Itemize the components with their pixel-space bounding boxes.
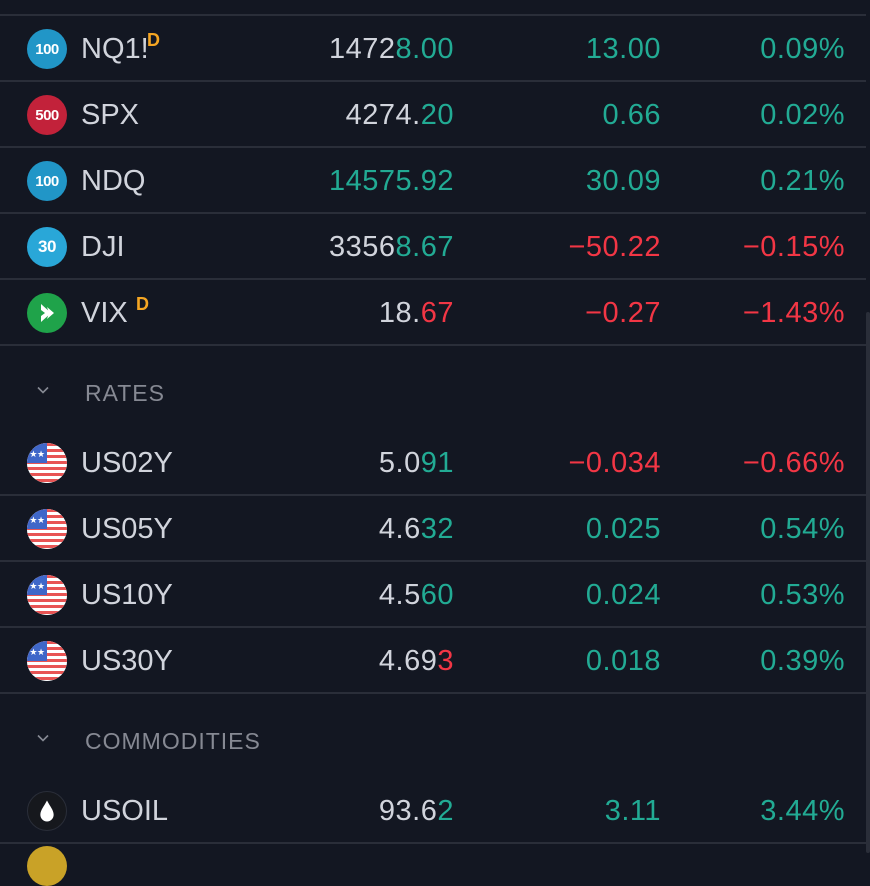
last-price-changed-digits: 3 xyxy=(437,645,454,677)
last-price: 5.091 xyxy=(379,446,454,480)
last-price-static: 3356 xyxy=(329,231,396,263)
price-change-percent: −1.43% xyxy=(742,297,845,329)
last-price-static: 93.6 xyxy=(378,795,438,827)
price-change: 30.09 xyxy=(585,165,661,197)
last-price-changed-digits: 60 xyxy=(420,579,454,611)
badge-30-icon: 30 xyxy=(27,227,67,267)
price-change: −50.22 xyxy=(568,231,661,263)
watchlist-row[interactable]: USOIL 93.62 3.11 3.44% xyxy=(0,778,866,844)
last-price-static: 4274. xyxy=(345,99,421,131)
chevron-down-icon[interactable] xyxy=(37,384,49,396)
symbol-name[interactable]: US30Y xyxy=(81,645,173,677)
delayed-tag: D xyxy=(147,30,160,50)
last-price-static: 4.5 xyxy=(378,579,421,611)
last-price-changed-digits: 32 xyxy=(420,513,454,545)
price-change-percent: −0.15% xyxy=(742,231,845,263)
delayed-tag: D xyxy=(136,294,149,314)
commodities-section-header[interactable]: COMMODITIES xyxy=(0,694,866,778)
last-price: 4.693 xyxy=(379,644,454,678)
last-price-changed-digits: 2 xyxy=(437,795,454,827)
last-price-changed-digits: 91 xyxy=(420,447,454,479)
last-price: 4274.20 xyxy=(346,98,454,132)
badge-500-icon: 500 xyxy=(27,95,67,135)
watchlist-row[interactable]: 100 NDQ 14575.92 30.09 0.21% xyxy=(0,148,866,214)
watchlist-row[interactable]: ★★ US05Y 4.632 0.025 0.54% xyxy=(0,496,866,562)
svg-text:★★: ★★ xyxy=(29,450,45,460)
last-price-static: 5.0 xyxy=(378,447,421,479)
price-change: 13.00 xyxy=(585,33,661,65)
rates-section-header[interactable]: RATES xyxy=(0,346,866,430)
last-price: 93.62 xyxy=(379,794,454,828)
last-price: 4.560 xyxy=(379,578,454,612)
symbol-name[interactable]: SPX xyxy=(81,99,140,131)
partial-symbol-icon xyxy=(27,846,67,886)
symbol-name[interactable]: US10Y xyxy=(81,579,173,611)
price-change: −0.034 xyxy=(568,447,661,479)
watchlist-row[interactable]: ★★ US30Y 4.693 0.018 0.39% xyxy=(0,628,866,694)
watchlist-row[interactable]: ★★ US02Y 5.091 −0.034 −0.66% xyxy=(0,430,866,496)
section-title-rates: RATES xyxy=(85,380,165,406)
last-price-changed-digits: 14575.92 xyxy=(329,165,454,197)
svg-text:★★: ★★ xyxy=(29,648,45,658)
watchlist-row[interactable]: 100 NQ1! D 14728.00 13.00 0.09% xyxy=(0,16,866,82)
us-flag-icon: ★★ xyxy=(27,509,67,549)
last-price-static: 4.69 xyxy=(378,645,438,677)
price-change-percent: 0.39% xyxy=(760,645,845,677)
symbol-name[interactable]: DJI xyxy=(81,231,125,263)
watchlist-row[interactable]: ★★ US10Y 4.560 0.024 0.53% xyxy=(0,562,866,628)
symbol-name[interactable]: VIX xyxy=(81,297,128,329)
last-price-changed-digits: 67 xyxy=(420,297,454,329)
price-change-percent: 0.09% xyxy=(760,33,845,65)
last-price-static: 4.6 xyxy=(378,513,421,545)
last-price: 4.632 xyxy=(379,512,454,546)
us-flag-icon: ★★ xyxy=(27,443,67,483)
symbol-name[interactable]: US05Y xyxy=(81,513,173,545)
indices-group: 100 NQ1! D 14728.00 13.00 0.09% 500 SPX 4274.20 0… xyxy=(0,16,866,346)
last-price-static: 18. xyxy=(378,297,421,329)
price-change: −0.27 xyxy=(585,297,661,329)
chevron-down-icon[interactable] xyxy=(37,732,49,744)
last-price-changed-digits: 8.00 xyxy=(395,33,454,65)
section-title-commodities: COMMODITIES xyxy=(85,728,261,754)
last-price: 14575.92 xyxy=(329,164,454,198)
price-change-percent: 0.21% xyxy=(760,165,845,197)
price-change-percent: 0.02% xyxy=(760,99,845,131)
symbol-name[interactable]: NDQ xyxy=(81,165,146,197)
price-change-percent: 3.44% xyxy=(760,795,845,827)
svg-text:★★: ★★ xyxy=(29,516,45,526)
watchlist-row[interactable]: VIX D 18.67 −0.27 −1.43% xyxy=(0,280,866,346)
scrollbar[interactable] xyxy=(866,312,870,853)
commodities-group: USOIL 93.62 3.11 3.44% xyxy=(0,778,866,844)
watchlist: 100 NQ1! D 14728.00 13.00 0.09% 500 SPX 4274.20 0… xyxy=(0,0,866,844)
last-price-static: 1472 xyxy=(329,33,396,65)
last-price: 18.67 xyxy=(379,296,454,330)
symbol-name[interactable]: NQ1! xyxy=(81,33,149,65)
watchlist-row[interactable]: 500 SPX 4274.20 0.66 0.02% xyxy=(0,82,866,148)
vix-icon xyxy=(27,293,67,333)
badge-100-icon: 100 xyxy=(27,161,67,201)
badge-100-icon: 100 xyxy=(27,29,67,69)
price-change-percent: 0.53% xyxy=(760,579,845,611)
price-change-percent: 0.54% xyxy=(760,513,845,545)
last-price: 14728.00 xyxy=(329,32,454,66)
oil-drop-icon xyxy=(27,791,67,831)
symbol-name[interactable]: USOIL xyxy=(81,795,169,827)
price-change: 0.66 xyxy=(602,99,661,131)
last-price-changed-digits: 20 xyxy=(420,99,454,131)
price-change: 0.024 xyxy=(585,579,661,611)
svg-text:★★: ★★ xyxy=(29,582,45,592)
last-price: 33568.67 xyxy=(329,230,454,264)
price-change: 0.018 xyxy=(585,645,661,677)
rates-group: ★★ US02Y 5.091 −0.034 −0.66% ★★ US05Y 4.632 0.02… xyxy=(0,430,866,694)
price-change-percent: −0.66% xyxy=(742,447,845,479)
watchlist-row[interactable]: 30 DJI 33568.67 −50.22 −0.15% xyxy=(0,214,866,280)
last-price-changed-digits: 8.67 xyxy=(395,231,454,263)
price-change: 3.11 xyxy=(604,795,661,827)
price-change: 0.025 xyxy=(585,513,661,545)
us-flag-icon: ★★ xyxy=(27,575,67,615)
us-flag-icon: ★★ xyxy=(27,641,67,681)
symbol-name[interactable]: US02Y xyxy=(81,447,173,479)
partial-row-top[interactable] xyxy=(0,0,866,16)
